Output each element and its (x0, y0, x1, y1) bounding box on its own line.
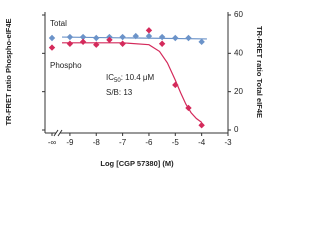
fit-line (62, 42, 203, 123)
point (145, 27, 153, 34)
y2-title: TR-FRET ratio Total eIF4E (255, 26, 264, 118)
y2-tick-label: 20 (234, 87, 243, 96)
x-tick-label: -5 (172, 138, 180, 147)
point (158, 40, 166, 47)
point (132, 32, 139, 40)
control-point (48, 34, 56, 42)
point (185, 34, 192, 42)
point (93, 41, 100, 48)
point (172, 34, 179, 42)
point (158, 33, 166, 41)
x-tick-label: -8 (93, 138, 101, 147)
chart: Log [CGP 57380] (M) TR-FRET ratio Phosph… (4, 10, 264, 168)
x-tick-label: -3 (224, 138, 232, 147)
y2-tick-label: 60 (234, 10, 243, 19)
legend-label: Total (50, 19, 67, 28)
control-point (48, 44, 56, 51)
point (185, 104, 192, 112)
annotation: S/B: 13 (106, 88, 133, 97)
point (93, 34, 100, 42)
fit-line (61, 36, 207, 40)
x-title: Log [CGP 57380] (M) (100, 159, 174, 168)
point (79, 33, 87, 41)
axis-break (53, 129, 59, 137)
y-title: TR-FRET ratio Phospho-eIF4E (4, 18, 13, 125)
point (145, 32, 153, 40)
x-tick-label: -4 (198, 138, 206, 147)
point (198, 38, 205, 46)
annotation: IC50: 10.4 μM (106, 73, 155, 83)
y2-tick-label: 0 (234, 125, 239, 134)
axis-break (57, 129, 63, 137)
point (79, 38, 87, 46)
x-tick-label: -∞ (48, 138, 57, 147)
point (119, 40, 126, 47)
y2-tick-label: 40 (234, 48, 243, 57)
x-tick-label: -9 (66, 138, 74, 147)
point (66, 40, 74, 47)
point (66, 33, 74, 41)
x-tick-label: -6 (145, 138, 153, 147)
legend-label: Phospho (50, 61, 82, 70)
point (198, 122, 205, 129)
x-tick-label: -7 (119, 138, 127, 147)
point (119, 33, 126, 41)
point (172, 81, 179, 89)
point (106, 36, 113, 44)
